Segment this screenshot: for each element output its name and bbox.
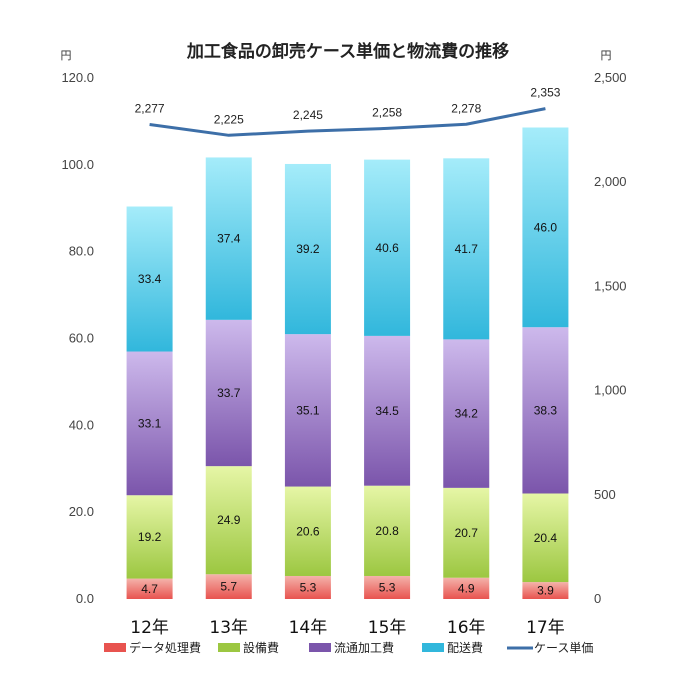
bar-value-label: 46.0 [534, 220, 558, 234]
bar-value-label: 20.7 [455, 526, 479, 540]
left-tick-label: 20.0 [69, 504, 94, 519]
bar-value-label: 4.7 [141, 582, 158, 596]
bar-segment [126, 578, 173, 599]
bar-value-label: 19.2 [138, 530, 162, 544]
legend-label: データ処理費 [129, 640, 201, 655]
left-tick-label: 100.0 [61, 157, 94, 172]
bar-value-label: 20.4 [534, 531, 558, 545]
category-label: 15年 [368, 618, 407, 638]
bar-value-label: 24.9 [217, 513, 241, 527]
category-label: 16年 [447, 618, 486, 638]
bar-segment [205, 466, 252, 575]
bar-segment [205, 157, 252, 320]
line-value-label: 2,353 [530, 86, 560, 100]
bar-segment [443, 577, 490, 599]
legend-swatch [104, 643, 126, 652]
left-tick-label: 120.0 [61, 70, 94, 85]
bar-value-label: 3.9 [537, 584, 554, 598]
line-series-group: 2,277 2,225 2,245 2,258 2,278 2,353 [135, 86, 561, 137]
right-tick-label: 2,500 [594, 70, 627, 85]
bar-segment [284, 486, 331, 576]
line-series-path [149, 107, 546, 137]
bar-segment [364, 159, 411, 336]
left-axis: 0.0 20.0 40.0 60.0 80.0 100.0 120.0 [61, 70, 94, 606]
bar-segment [522, 327, 569, 494]
legend-label: ケース単価 [534, 641, 593, 655]
bar-value-label: 37.4 [217, 232, 241, 246]
bar-segment [443, 339, 490, 488]
bar-segment [126, 495, 173, 579]
bar-segment [522, 127, 569, 328]
bar-value-label: 5.7 [220, 580, 237, 594]
category-label: 17年 [526, 618, 565, 638]
bar-segment [443, 158, 490, 340]
bar-segment [364, 485, 411, 576]
bar-value-label: 5.3 [300, 580, 317, 594]
right-tick-label: 1,000 [594, 383, 627, 398]
right-tick-label: 1,500 [594, 278, 627, 293]
left-tick-label: 0.0 [76, 591, 94, 606]
left-tick-label: 60.0 [69, 331, 94, 346]
left-tick-label: 40.0 [69, 417, 94, 432]
line-value-label: 2,225 [214, 112, 244, 126]
bar-value-label: 33.4 [138, 272, 162, 286]
right-tick-label: 0 [594, 591, 601, 606]
x-axis: 12年 13年 14年 15年 16年 17年 [130, 618, 564, 638]
legend-label: 設備費 [243, 640, 279, 655]
legend: データ処理費 設備費 流通加工費 配送費 ケース単価 [104, 640, 593, 655]
bar-value-label: 4.9 [458, 581, 475, 595]
bar-value-label: 38.3 [534, 403, 558, 417]
bar-segment [284, 163, 331, 335]
category-label: 13年 [209, 618, 248, 638]
bar-value-label: 34.2 [455, 407, 479, 421]
line-value-label: 2,258 [372, 105, 402, 119]
bar-value-label: 20.6 [296, 524, 320, 538]
bar-segment [205, 319, 252, 467]
bar-series-group: 4.7 19.2 33.1 33.4 5.7 24.9 33.7 37.4 5.3 20.6 35.… [126, 127, 569, 599]
left-axis-unit: 円 [61, 49, 72, 62]
bar-segment [284, 575, 331, 599]
line-value-label: 2,278 [451, 101, 481, 115]
category-label: 14年 [289, 618, 328, 638]
chart-title: 加工食品の卸売ケース単価と物流費の推移 [186, 41, 509, 62]
bar-segment [126, 351, 173, 496]
bar-segment [522, 582, 569, 599]
legend-swatch [309, 643, 331, 652]
legend-swatch [422, 643, 444, 652]
bar-segment [126, 206, 173, 352]
legend-label: 配送費 [447, 640, 483, 655]
bar-value-label: 33.1 [138, 416, 162, 430]
legend-label: 流通加工費 [334, 640, 394, 655]
right-tick-label: 500 [594, 487, 616, 502]
bar-value-label: 40.6 [375, 241, 399, 255]
bar-segment [284, 334, 331, 487]
bar-value-label: 5.3 [379, 580, 396, 594]
left-tick-label: 80.0 [69, 244, 94, 259]
right-tick-label: 2,000 [594, 174, 627, 189]
legend-swatch [218, 643, 240, 652]
bar-segment [364, 575, 411, 599]
bar-value-label: 34.5 [375, 404, 399, 418]
bar-value-label: 20.8 [375, 524, 399, 538]
bar-value-label: 41.7 [455, 242, 479, 256]
bar-segment [205, 574, 252, 599]
bar-value-label: 35.1 [296, 403, 320, 417]
right-axis: 0 500 1,000 1,500 2,000 2,500 [594, 70, 627, 606]
bar-value-label: 39.2 [296, 242, 320, 256]
right-axis-unit: 円 [601, 49, 612, 62]
bar-segment [522, 493, 569, 583]
bar-segment [364, 335, 411, 486]
line-value-label: 2,245 [293, 108, 323, 122]
bar-segment [443, 487, 490, 578]
bar-value-label: 33.7 [217, 386, 241, 400]
category-label: 12年 [130, 618, 169, 638]
line-value-label: 2,277 [135, 101, 165, 115]
